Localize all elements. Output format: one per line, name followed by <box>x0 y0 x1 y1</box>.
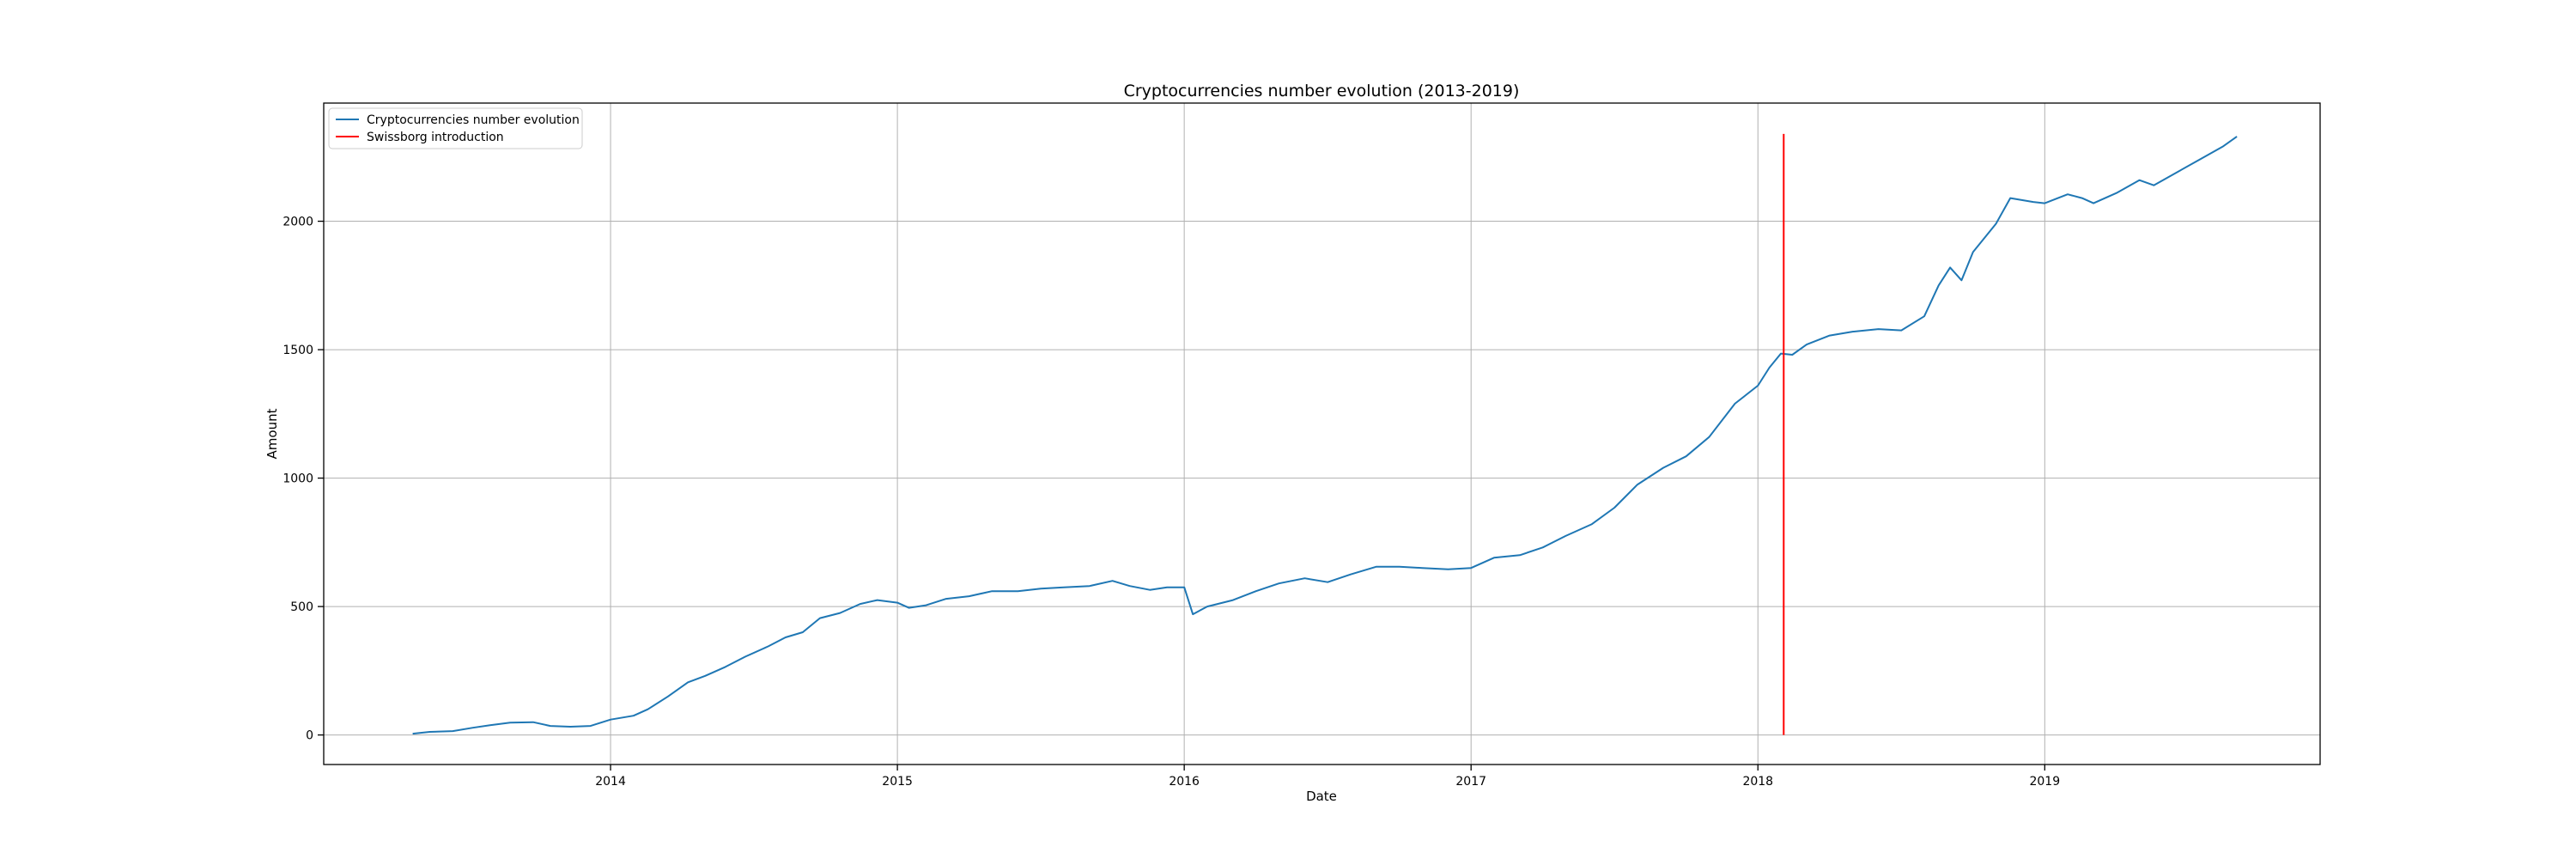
x-tick-label: 2019 <box>2029 775 2060 789</box>
x-tick-label: 2015 <box>882 775 913 789</box>
x-tick-label: 2018 <box>1742 775 1773 789</box>
legend: Cryptocurrencies number evolution Swissb… <box>328 107 583 149</box>
legend-label-swissborg: Swissborg introduction <box>367 131 504 144</box>
y-tick-label: 0 <box>306 729 313 743</box>
axis-ticks: 2014 2015 2016 2017 2018 2019 0 500 1000 1500 2000 <box>283 216 2060 789</box>
grid <box>324 103 2320 765</box>
chart-title: Cryptocurrencies number evolution (2013-… <box>1124 82 1520 101</box>
x-tick-label: 2014 <box>595 775 626 789</box>
series-line-cryptocurrencies <box>412 136 2238 735</box>
y-axis-label: Amount <box>264 408 280 459</box>
legend-label-cryptocurrencies: Cryptocurrencies number evolution <box>367 113 580 127</box>
y-tick-label: 1000 <box>283 472 313 486</box>
x-axis-label: Date <box>1306 789 1337 804</box>
x-tick-label: 2017 <box>1455 775 1486 789</box>
y-tick-label: 2000 <box>283 216 313 229</box>
y-tick-label: 500 <box>290 600 313 614</box>
legend-box <box>328 107 583 149</box>
axes-frame <box>323 102 2321 765</box>
plot-area <box>412 133 2238 735</box>
x-tick-label: 2016 <box>1169 775 1200 789</box>
y-tick-label: 1500 <box>283 344 313 357</box>
